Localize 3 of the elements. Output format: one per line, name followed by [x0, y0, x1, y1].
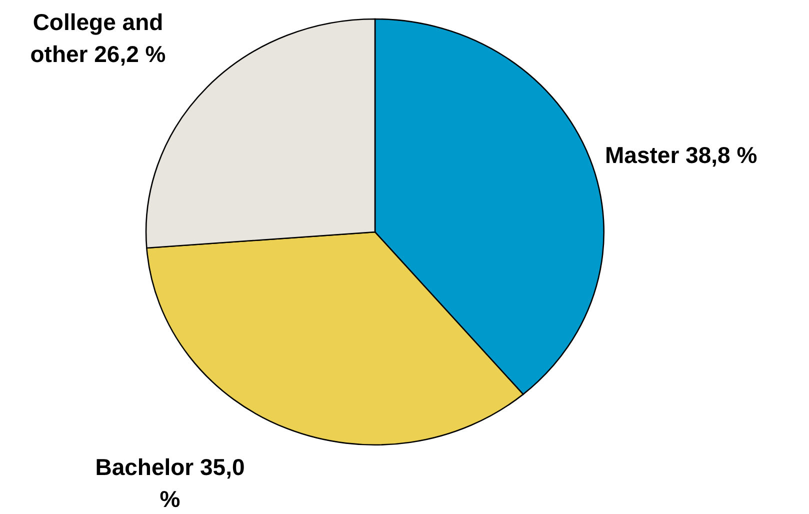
slice-label: Bachelor 35,0 %	[95, 454, 245, 512]
slice-label: Master 38,8 %	[605, 142, 758, 168]
slice-label: College and other 26,2 %	[30, 9, 166, 67]
